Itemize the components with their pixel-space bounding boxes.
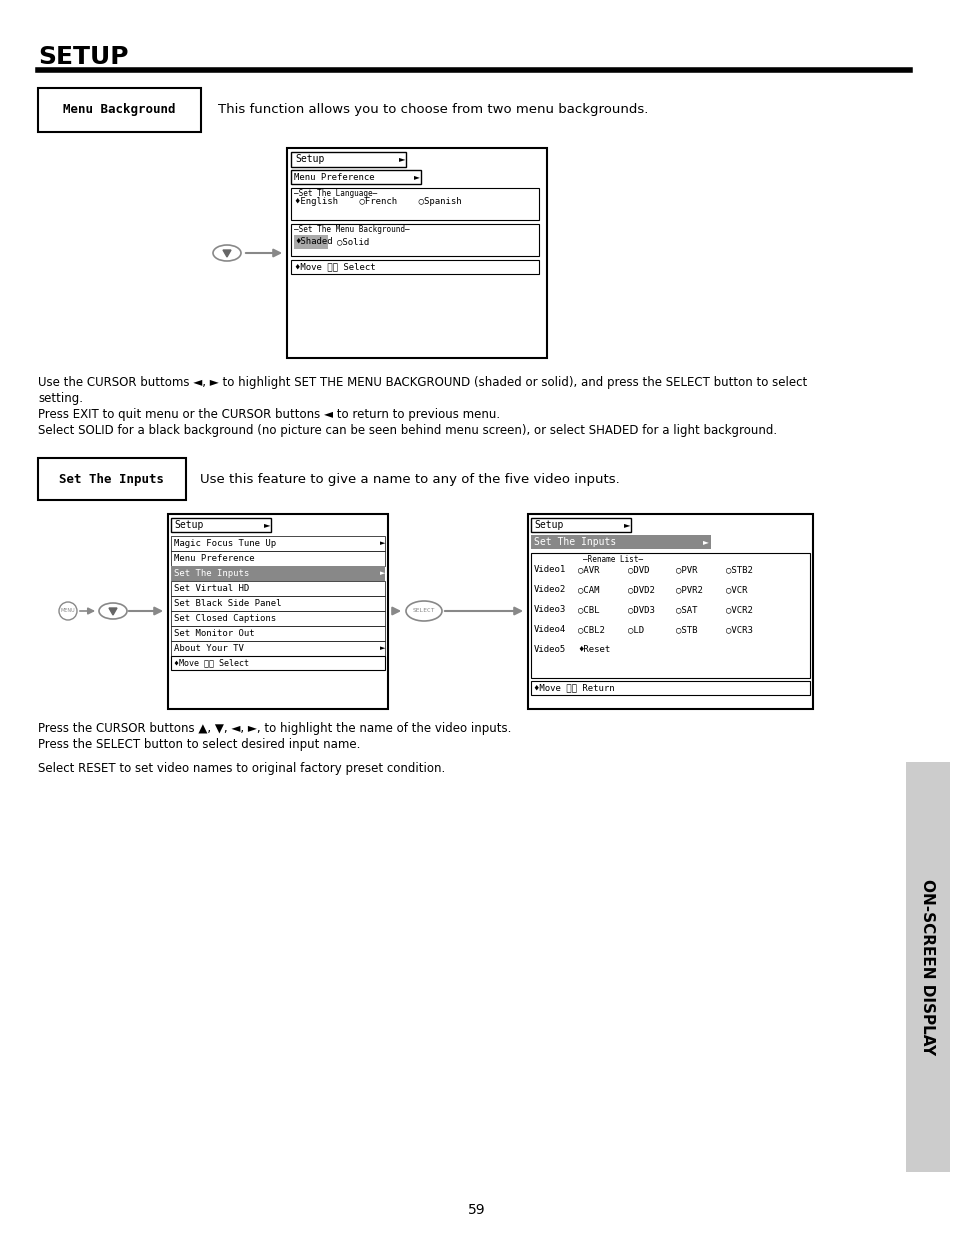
- Text: SELECT: SELECT: [413, 609, 435, 614]
- Bar: [171, 656, 385, 671]
- Polygon shape: [109, 608, 117, 615]
- Text: ♦Shaded: ♦Shaded: [294, 237, 333, 247]
- Text: Press EXIT to quit menu or the CURSOR buttons ◄ to return to previous menu.: Press EXIT to quit menu or the CURSOR bu…: [38, 408, 499, 421]
- Text: ○DVD2: ○DVD2: [627, 585, 654, 594]
- Bar: [531, 535, 710, 550]
- Text: setting.: setting.: [38, 391, 83, 405]
- Bar: [291, 170, 420, 184]
- Text: Setup: Setup: [534, 520, 563, 530]
- Text: Video5: Video5: [534, 646, 566, 655]
- Text: About Your TV: About Your TV: [173, 643, 244, 653]
- Bar: [291, 188, 538, 220]
- Text: Set Monitor Out: Set Monitor Out: [173, 629, 254, 638]
- Text: Set The Inputs: Set The Inputs: [173, 569, 249, 578]
- Text: Video3: Video3: [534, 605, 566, 615]
- Text: Set The Inputs: Set The Inputs: [59, 473, 164, 485]
- Text: ○SAT: ○SAT: [676, 605, 697, 615]
- Text: ○CAM: ○CAM: [578, 585, 598, 594]
- Text: Video4: Video4: [534, 625, 566, 635]
- Text: ►: ►: [379, 541, 385, 547]
- Text: Select SOLID for a black background (no picture can be seen behind menu screen),: Select SOLID for a black background (no …: [38, 424, 777, 437]
- Text: ○VCR: ○VCR: [725, 585, 747, 594]
- Text: ►: ►: [623, 520, 630, 530]
- Text: ON-SCREEN DISPLAY: ON-SCREEN DISPLAY: [920, 879, 935, 1055]
- Text: ►: ►: [702, 537, 708, 547]
- Text: Setup: Setup: [294, 154, 324, 164]
- Text: Press the SELECT button to select desired input name.: Press the SELECT button to select desire…: [38, 739, 360, 751]
- Text: ○VCR3: ○VCR3: [725, 625, 752, 635]
- Text: ○LD: ○LD: [627, 625, 643, 635]
- Bar: [531, 680, 809, 695]
- Bar: [291, 224, 538, 256]
- Bar: [168, 514, 388, 709]
- Bar: [291, 261, 538, 274]
- Text: Set Virtual HD: Set Virtual HD: [173, 584, 249, 593]
- Text: ○CBL2: ○CBL2: [578, 625, 604, 635]
- Bar: [287, 148, 546, 358]
- Text: ○STB2: ○STB2: [725, 566, 752, 574]
- Text: Use the CURSOR buttoms ◄, ► to highlight SET THE MENU BACKGROUND (shaded or soli: Use the CURSOR buttoms ◄, ► to highlight…: [38, 375, 806, 389]
- Text: ○STB: ○STB: [676, 625, 697, 635]
- Bar: [171, 626, 385, 641]
- Bar: [171, 517, 271, 532]
- Text: Menu Background: Menu Background: [63, 104, 175, 116]
- Text: ♦English    ○French    ○Spanish: ♦English ○French ○Spanish: [294, 198, 461, 206]
- Text: Press the CURSOR buttons ▲, ▼, ◄, ►, to highlight the name of the video inputs.: Press the CURSOR buttons ▲, ▼, ◄, ►, to …: [38, 722, 511, 735]
- Text: ♦Move ⎗⎘ Return: ♦Move ⎗⎘ Return: [534, 683, 614, 693]
- Text: —Set The Language—: —Set The Language—: [294, 189, 376, 198]
- Bar: [171, 566, 385, 580]
- Text: This function allows you to choose from two menu backgrounds.: This function allows you to choose from …: [218, 104, 648, 116]
- Bar: [171, 551, 385, 566]
- Text: ►: ►: [414, 173, 419, 182]
- Bar: [291, 152, 406, 167]
- Text: Setup: Setup: [173, 520, 203, 530]
- Text: ○PVR: ○PVR: [676, 566, 697, 574]
- Text: ♦Move ⎗⎘ Select: ♦Move ⎗⎘ Select: [294, 263, 375, 272]
- Text: ►: ►: [379, 646, 385, 652]
- Text: MENU: MENU: [61, 609, 75, 614]
- Text: SETUP: SETUP: [38, 44, 129, 69]
- Text: ►: ►: [398, 154, 405, 163]
- Polygon shape: [223, 249, 231, 257]
- Text: Set Black Side Panel: Set Black Side Panel: [173, 599, 281, 608]
- Text: ○DVD3: ○DVD3: [627, 605, 654, 615]
- Bar: [171, 597, 385, 611]
- Text: ○VCR2: ○VCR2: [725, 605, 752, 615]
- Text: ►: ►: [379, 571, 385, 577]
- Text: Use this feature to give a name to any of the five video inputs.: Use this feature to give a name to any o…: [200, 473, 619, 485]
- Text: ○Solid: ○Solid: [336, 237, 369, 247]
- Bar: [171, 611, 385, 626]
- Bar: [38, 88, 201, 132]
- Text: Select RESET to set video names to original factory preset condition.: Select RESET to set video names to origi…: [38, 762, 445, 776]
- Bar: [527, 514, 812, 709]
- Text: ○AVR: ○AVR: [578, 566, 598, 574]
- Bar: [171, 641, 385, 656]
- Text: 59: 59: [468, 1203, 485, 1216]
- Bar: [905, 762, 949, 1172]
- Text: Video2: Video2: [534, 585, 566, 594]
- Bar: [38, 458, 186, 500]
- Text: —Set The Menu Background—: —Set The Menu Background—: [294, 225, 409, 233]
- Text: Set Closed Captions: Set Closed Captions: [173, 614, 275, 622]
- Bar: [171, 536, 385, 551]
- Text: ○PVR2: ○PVR2: [676, 585, 702, 594]
- Text: Set The Inputs: Set The Inputs: [534, 537, 616, 547]
- Text: ○CBL: ○CBL: [578, 605, 598, 615]
- Text: Menu Preference: Menu Preference: [294, 173, 375, 182]
- Text: Video1: Video1: [534, 566, 566, 574]
- Text: ○DVD: ○DVD: [627, 566, 649, 574]
- Text: ►: ►: [264, 520, 271, 530]
- Bar: [171, 580, 385, 597]
- Text: —Rename List—: —Rename List—: [582, 555, 642, 564]
- Text: ♦Reset: ♦Reset: [578, 646, 610, 655]
- Bar: [531, 517, 630, 532]
- Bar: [531, 553, 809, 678]
- Text: Menu Preference: Menu Preference: [173, 555, 254, 563]
- Bar: [294, 235, 328, 249]
- Text: ♦Move ⎗⎘ Select: ♦Move ⎗⎘ Select: [173, 658, 249, 667]
- Text: Magic Focus Tune Up: Magic Focus Tune Up: [173, 538, 275, 548]
